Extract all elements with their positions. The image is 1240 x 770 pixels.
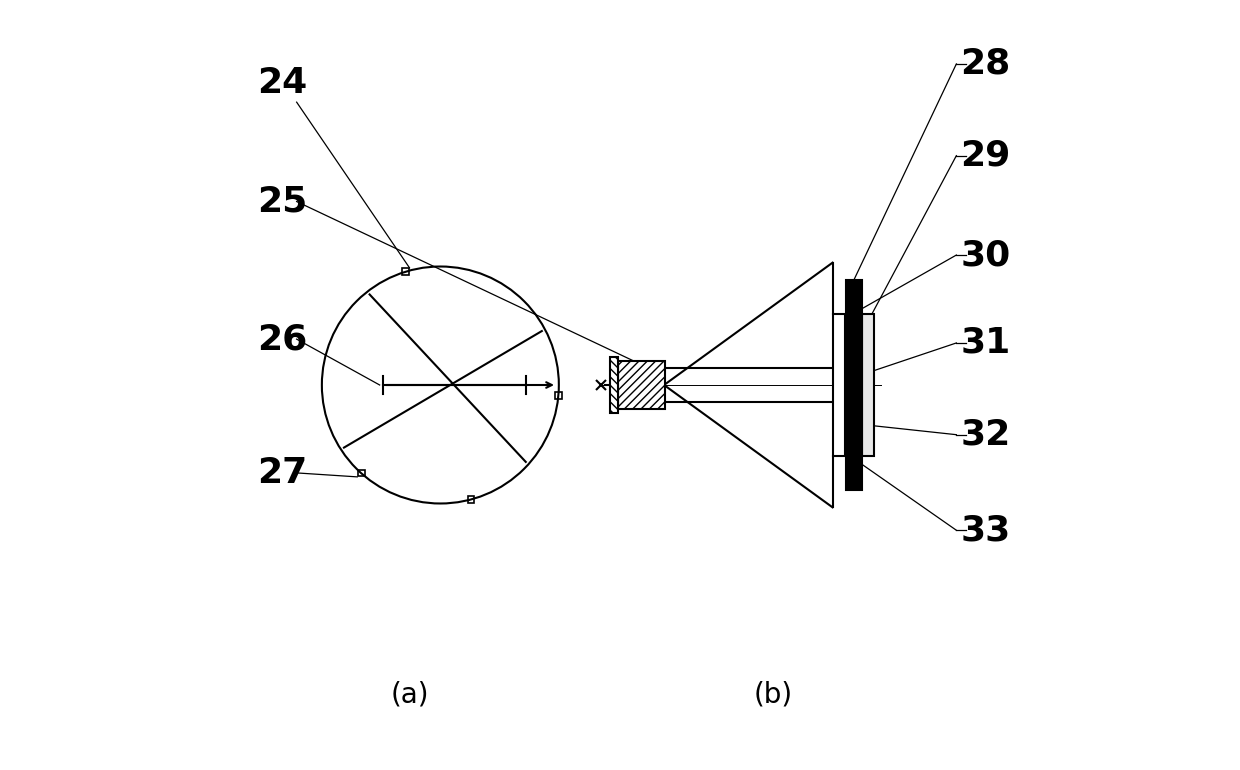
Bar bbox=[357, 470, 365, 477]
Bar bbox=[832, 314, 844, 456]
Text: 32: 32 bbox=[960, 417, 1011, 452]
Bar bbox=[846, 280, 862, 490]
Text: 29: 29 bbox=[960, 139, 1011, 172]
Text: 25: 25 bbox=[257, 185, 308, 219]
Bar bbox=[862, 314, 874, 456]
Text: 24: 24 bbox=[257, 66, 308, 100]
Text: (b): (b) bbox=[754, 681, 792, 708]
Bar bbox=[610, 357, 618, 413]
Text: 33: 33 bbox=[960, 514, 1011, 547]
Text: (a): (a) bbox=[391, 681, 429, 708]
Text: 27: 27 bbox=[257, 456, 308, 490]
Text: 26: 26 bbox=[257, 322, 308, 357]
Bar bbox=[556, 392, 562, 399]
Bar bbox=[467, 496, 475, 503]
Bar bbox=[402, 268, 409, 275]
Text: 31: 31 bbox=[960, 326, 1011, 360]
Bar bbox=[618, 361, 665, 409]
Text: 30: 30 bbox=[960, 238, 1011, 272]
Text: 28: 28 bbox=[960, 47, 1011, 81]
